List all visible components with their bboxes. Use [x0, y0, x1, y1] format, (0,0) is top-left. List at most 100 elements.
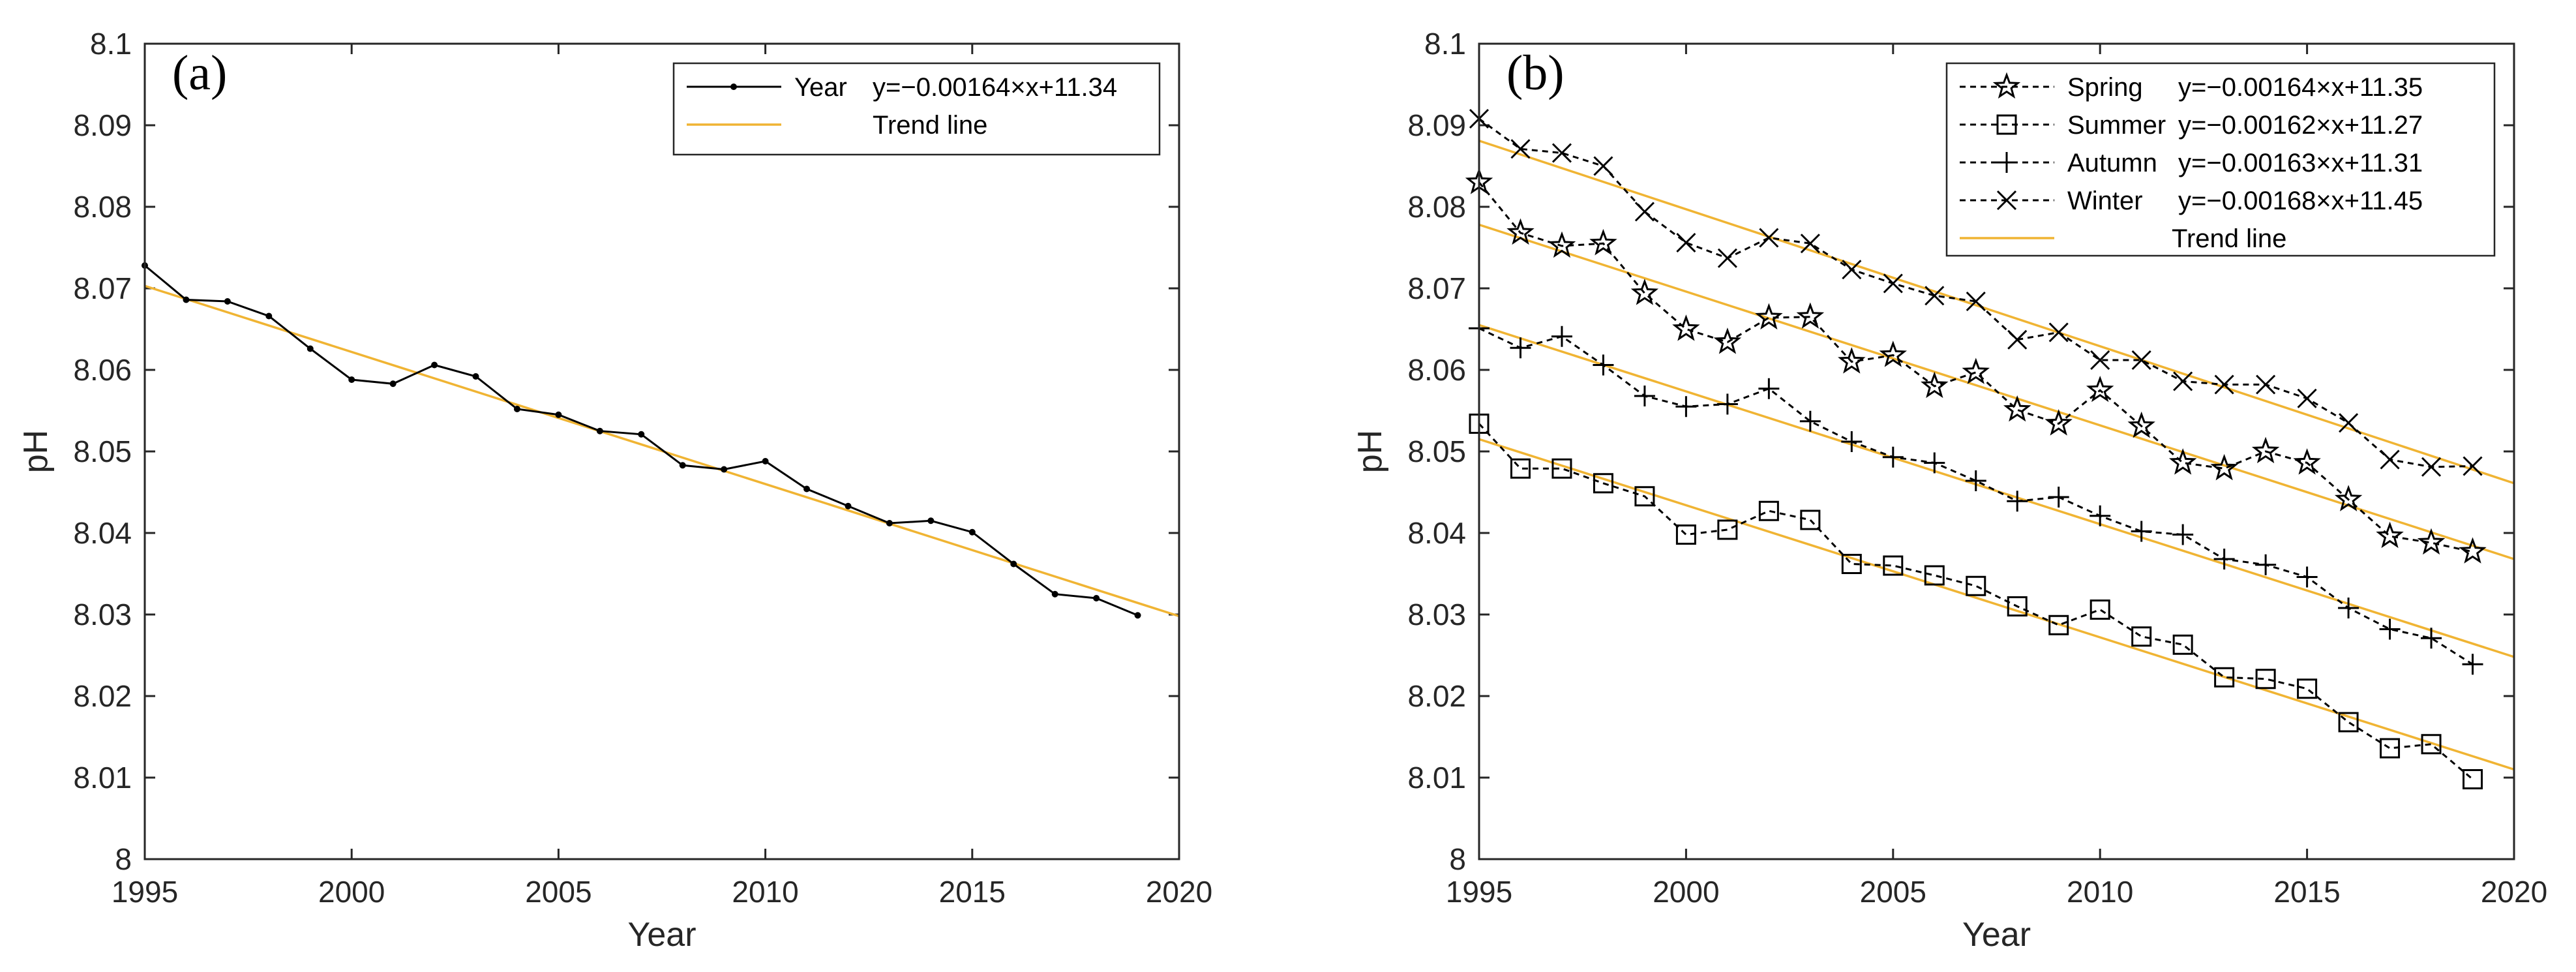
data-point-year-2007 — [638, 431, 645, 438]
legend-marker-winter — [1996, 190, 2017, 211]
data-point-autumn-2013 — [2213, 549, 2235, 570]
data-point-winter-2017 — [2380, 449, 2400, 470]
data-point-autumn-1996 — [1510, 337, 1531, 359]
y-tick-label: 8.01 — [1407, 761, 1466, 795]
data-point-spring-2005 — [1879, 341, 1908, 367]
data-point-autumn-2019 — [2462, 654, 2483, 675]
series-autumn — [1469, 318, 2483, 675]
data-point-year-1998 — [265, 312, 273, 320]
data-point-summer-2008 — [2007, 596, 2028, 616]
y-tick-label: 8.02 — [73, 679, 132, 713]
y-tick-label: 8.08 — [73, 190, 132, 224]
legend-series-name: Year — [794, 73, 847, 102]
data-point-autumn-2003 — [1799, 410, 1821, 432]
data-point-autumn-2016 — [2338, 598, 2359, 618]
data-point-autumn-2015 — [2296, 566, 2318, 588]
data-point-winter-2013 — [2214, 374, 2234, 395]
x-tick-label: 2020 — [2481, 875, 2547, 909]
data-point-autumn-2010 — [2089, 505, 2111, 526]
data-point-winter-2010 — [2090, 350, 2110, 371]
data-point-winter-2000 — [1676, 232, 1696, 253]
legend: Spring y=−0.00164×x+11.35 Summer y=−0.00162… — [1945, 62, 2496, 257]
data-point-spring-1998 — [1589, 228, 1617, 256]
data-point-year-2010 — [762, 458, 769, 464]
data-point-summer-2003 — [1800, 509, 1821, 530]
data-point-spring-2007 — [1962, 357, 1990, 384]
legend-series-name: Spring — [2067, 73, 2143, 102]
y-axis-label: pH — [1351, 430, 1389, 473]
data-point-spring-2014 — [2251, 436, 2280, 464]
data-point-autumn-1998 — [1593, 354, 1614, 376]
data-point-year-2006 — [596, 427, 603, 434]
data-point-summer-1999 — [1634, 486, 1655, 507]
x-tick-label: 2000 — [318, 875, 385, 909]
data-point-summer-2000 — [1675, 524, 1696, 545]
data-point-year-2001 — [389, 380, 397, 387]
data-point-summer-2006 — [1924, 565, 1945, 586]
y-tick-label: 8.01 — [73, 761, 132, 795]
y-tick-label: 8.1 — [90, 27, 132, 61]
data-point-year-2004 — [513, 406, 520, 412]
y-axis-label: pH — [17, 430, 55, 473]
data-point-winter-2011 — [2131, 350, 2151, 371]
legend: Year y=−0.00164×x+11.34 Trend line — [672, 62, 1161, 156]
data-point-winter-2004 — [1842, 260, 1862, 280]
data-point-year-1996 — [183, 296, 190, 303]
data-point-winter-2006 — [1925, 286, 1945, 306]
y-tick-label: 8.07 — [1407, 271, 1466, 305]
legend-marker-spring — [1992, 72, 2021, 99]
data-point-summer-2005 — [1883, 555, 1904, 576]
data-point-year-1997 — [224, 298, 231, 305]
legend-equation: y=−0.00164×x+11.34 — [873, 73, 1117, 102]
y-tick-label: 8.06 — [1407, 353, 1466, 387]
y-tick-label: 8.06 — [73, 353, 132, 387]
legend-trend-label: Trend line — [2172, 224, 2286, 253]
legend-marker-year — [730, 84, 737, 90]
data-point-spring-1996 — [1506, 218, 1535, 245]
legend-box — [1945, 62, 2496, 257]
x-tick-label: 2005 — [525, 875, 592, 909]
data-point-summer-2016 — [2338, 712, 2359, 733]
data-point-winter-2014 — [2256, 374, 2276, 395]
x-axis-label: Year — [1962, 916, 2031, 954]
x-tick-label: 2015 — [939, 875, 1006, 909]
data-point-winter-2012 — [2173, 371, 2193, 391]
data-point-year-2011 — [803, 485, 811, 493]
y-tick-label: 8.03 — [1407, 598, 1466, 631]
data-point-winter-2008 — [2007, 329, 2028, 350]
data-point-spring-2004 — [1838, 347, 1866, 374]
data-point-summer-1997 — [1551, 458, 1572, 479]
x-tick-label: 1995 — [112, 875, 178, 909]
x-tick-label: 2010 — [732, 875, 798, 909]
data-point-winter-2016 — [2339, 413, 2359, 433]
data-point-spring-2009 — [2044, 409, 2073, 436]
data-point-spring-1997 — [1548, 231, 1576, 258]
data-point-spring-2013 — [2210, 453, 2238, 481]
legend-marker-summer — [1996, 114, 2017, 135]
y-tick-label: 8.04 — [73, 516, 132, 550]
data-point-summer-2011 — [2131, 626, 2152, 647]
data-point-autumn-2005 — [1882, 446, 1904, 468]
data-point-autumn-2017 — [2379, 618, 2401, 640]
data-point-spring-2003 — [1796, 302, 1825, 329]
y-tick-label: 8 — [115, 842, 132, 876]
series-year — [142, 262, 1141, 619]
data-point-summer-2004 — [1841, 554, 1862, 574]
legend-series-name: Summer — [2067, 111, 2166, 140]
data-point-autumn-1997 — [1551, 326, 1572, 347]
y-tick-label: 8.1 — [1424, 27, 1466, 61]
data-point-summer-2002 — [1758, 500, 1779, 521]
data-point-summer-2013 — [2214, 667, 2235, 688]
y-tick-label: 8.05 — [1407, 434, 1466, 468]
legend-marker-autumn — [1996, 152, 2017, 173]
data-point-autumn-2012 — [2172, 524, 2194, 545]
data-point-summer-2012 — [2172, 634, 2193, 655]
data-point-summer-2009 — [2048, 615, 2069, 635]
panel-label: (a) — [172, 46, 227, 100]
x-tick-label: 1995 — [1446, 875, 1512, 909]
y-tick-label: 8 — [1449, 842, 1466, 876]
data-point-spring-2006 — [1921, 371, 1949, 399]
chart-panel-2: 8 8.01 8.02 8.03 8.04 8.05 8.06 8.07 8.08 8.09 8.1… — [1351, 27, 2547, 954]
data-point-autumn-2006 — [1924, 452, 1945, 474]
x-tick-label: 2005 — [1860, 875, 1926, 909]
